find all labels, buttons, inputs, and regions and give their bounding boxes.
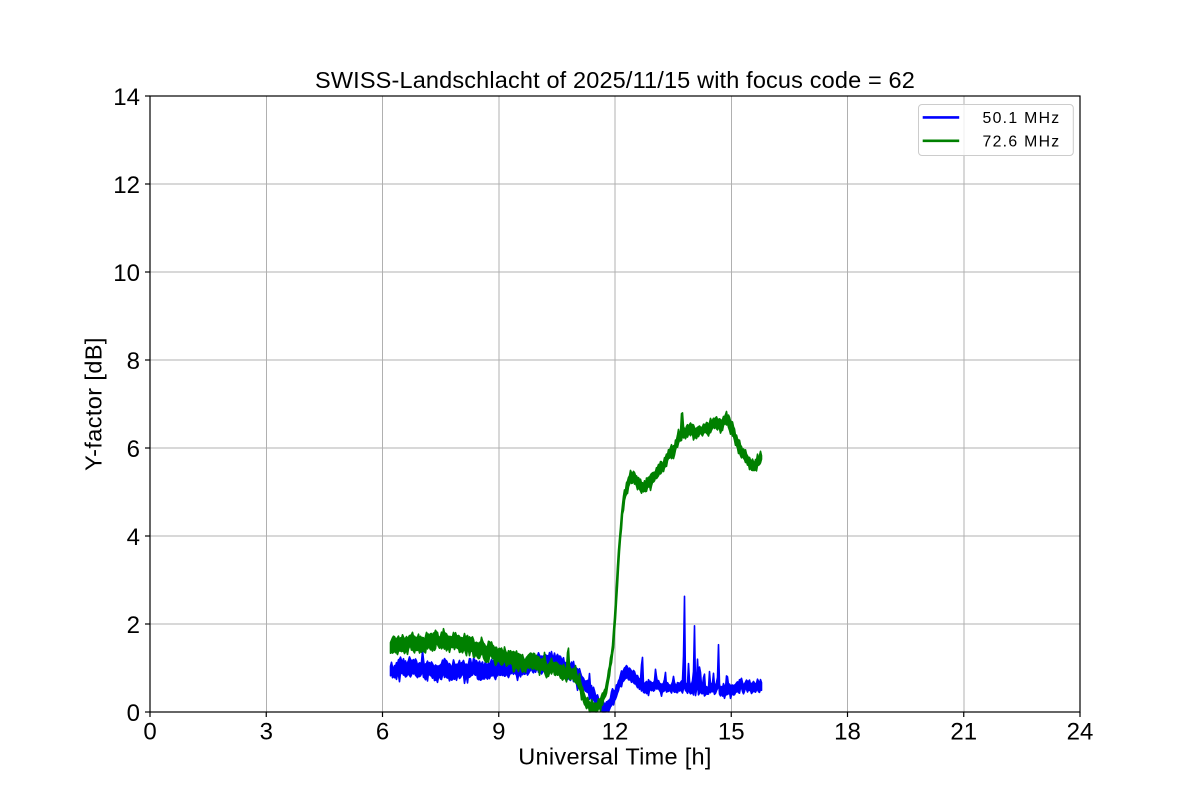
svg-text:12: 12	[602, 719, 629, 746]
svg-text:4: 4	[127, 524, 140, 551]
svg-text:50.1 MHz: 50.1 MHz	[983, 110, 1061, 127]
svg-text:14: 14	[113, 84, 140, 111]
svg-text:10: 10	[113, 260, 140, 287]
svg-text:8: 8	[127, 348, 140, 375]
svg-text:15: 15	[718, 719, 745, 746]
svg-text:3: 3	[260, 719, 273, 746]
svg-text:21: 21	[950, 719, 977, 746]
svg-text:Y-factor [dB]: Y-factor [dB]	[81, 337, 107, 471]
svg-text:72.6 MHz: 72.6 MHz	[983, 133, 1061, 150]
svg-text:0: 0	[143, 719, 156, 746]
svg-text:SWISS-Landschlacht of 2025/11/: SWISS-Landschlacht of 2025/11/15 with fo…	[315, 67, 915, 93]
svg-text:6: 6	[127, 436, 140, 463]
svg-text:9: 9	[492, 719, 505, 746]
svg-text:2: 2	[127, 612, 140, 639]
svg-text:12: 12	[113, 172, 140, 199]
svg-text:6: 6	[376, 719, 389, 746]
svg-text:24: 24	[1067, 719, 1094, 746]
svg-text:Universal Time [h]: Universal Time [h]	[518, 744, 711, 770]
svg-text:18: 18	[834, 719, 861, 746]
svg-text:0: 0	[127, 700, 140, 727]
